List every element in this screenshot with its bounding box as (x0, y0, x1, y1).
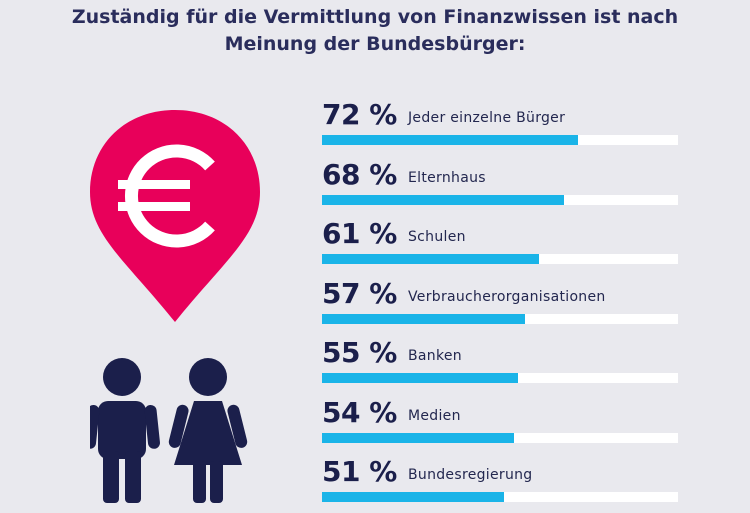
bar-row: 72 % Jeder einzelne Bürger (322, 98, 682, 156)
bar-track (322, 135, 678, 145)
data-label: 54 % (322, 395, 397, 429)
category-label: Medien (408, 407, 461, 424)
euro-bar-top (118, 180, 190, 189)
bar (322, 492, 504, 502)
category-label: Elternhaus (408, 169, 486, 186)
euro-symbol (125, 144, 215, 248)
bar-row: 51 % Bundesregierung (322, 455, 682, 513)
bar-row: 57 % Verbraucherorganisationen (322, 277, 682, 335)
category-label: Schulen (408, 229, 466, 245)
data-label: 57 % (322, 276, 397, 310)
bar (322, 135, 579, 145)
bar (322, 254, 540, 264)
category-label: Banken (408, 348, 462, 364)
category-label: Bundesregierung (408, 467, 533, 483)
bar (322, 373, 518, 383)
bar-row: 55 % Banken (322, 336, 682, 394)
bar (322, 432, 515, 443)
chart-title-line-2: Meinung der Bundesbürger: (224, 33, 526, 55)
pin-shape (90, 110, 260, 322)
man-icon (90, 358, 160, 503)
people-icon (90, 358, 248, 503)
bar-track (322, 373, 678, 383)
woman-icon (168, 358, 248, 503)
data-label: 55 % (322, 336, 397, 369)
bar-track (322, 492, 678, 502)
bar-row: 68 % Elternhaus (322, 158, 682, 216)
bar (322, 194, 565, 205)
bar-track (322, 254, 678, 264)
chart-title-line-1: Zuständig für die Vermittlung von Finanz… (71, 6, 679, 28)
category-label: Verbraucherorganisationen (408, 288, 606, 305)
bar-track (322, 313, 678, 324)
bar-row: 61 % Schulen (322, 217, 682, 275)
data-label: 61 % (322, 217, 397, 250)
data-label: 51 % (322, 455, 397, 488)
bar-track (322, 432, 678, 443)
bar-track (322, 194, 678, 205)
chart-title: Zuständig für die Vermittlung von Finanz… (0, 4, 750, 58)
data-label: 72 % (322, 98, 397, 131)
bar-row: 54 % Medien (322, 396, 682, 454)
data-label: 68 % (322, 157, 397, 191)
category-label: Jeder einzelne Bürger (408, 110, 566, 126)
euro-pin-icon (90, 110, 260, 322)
bar (322, 313, 525, 324)
euro-bar-bottom (118, 202, 190, 211)
